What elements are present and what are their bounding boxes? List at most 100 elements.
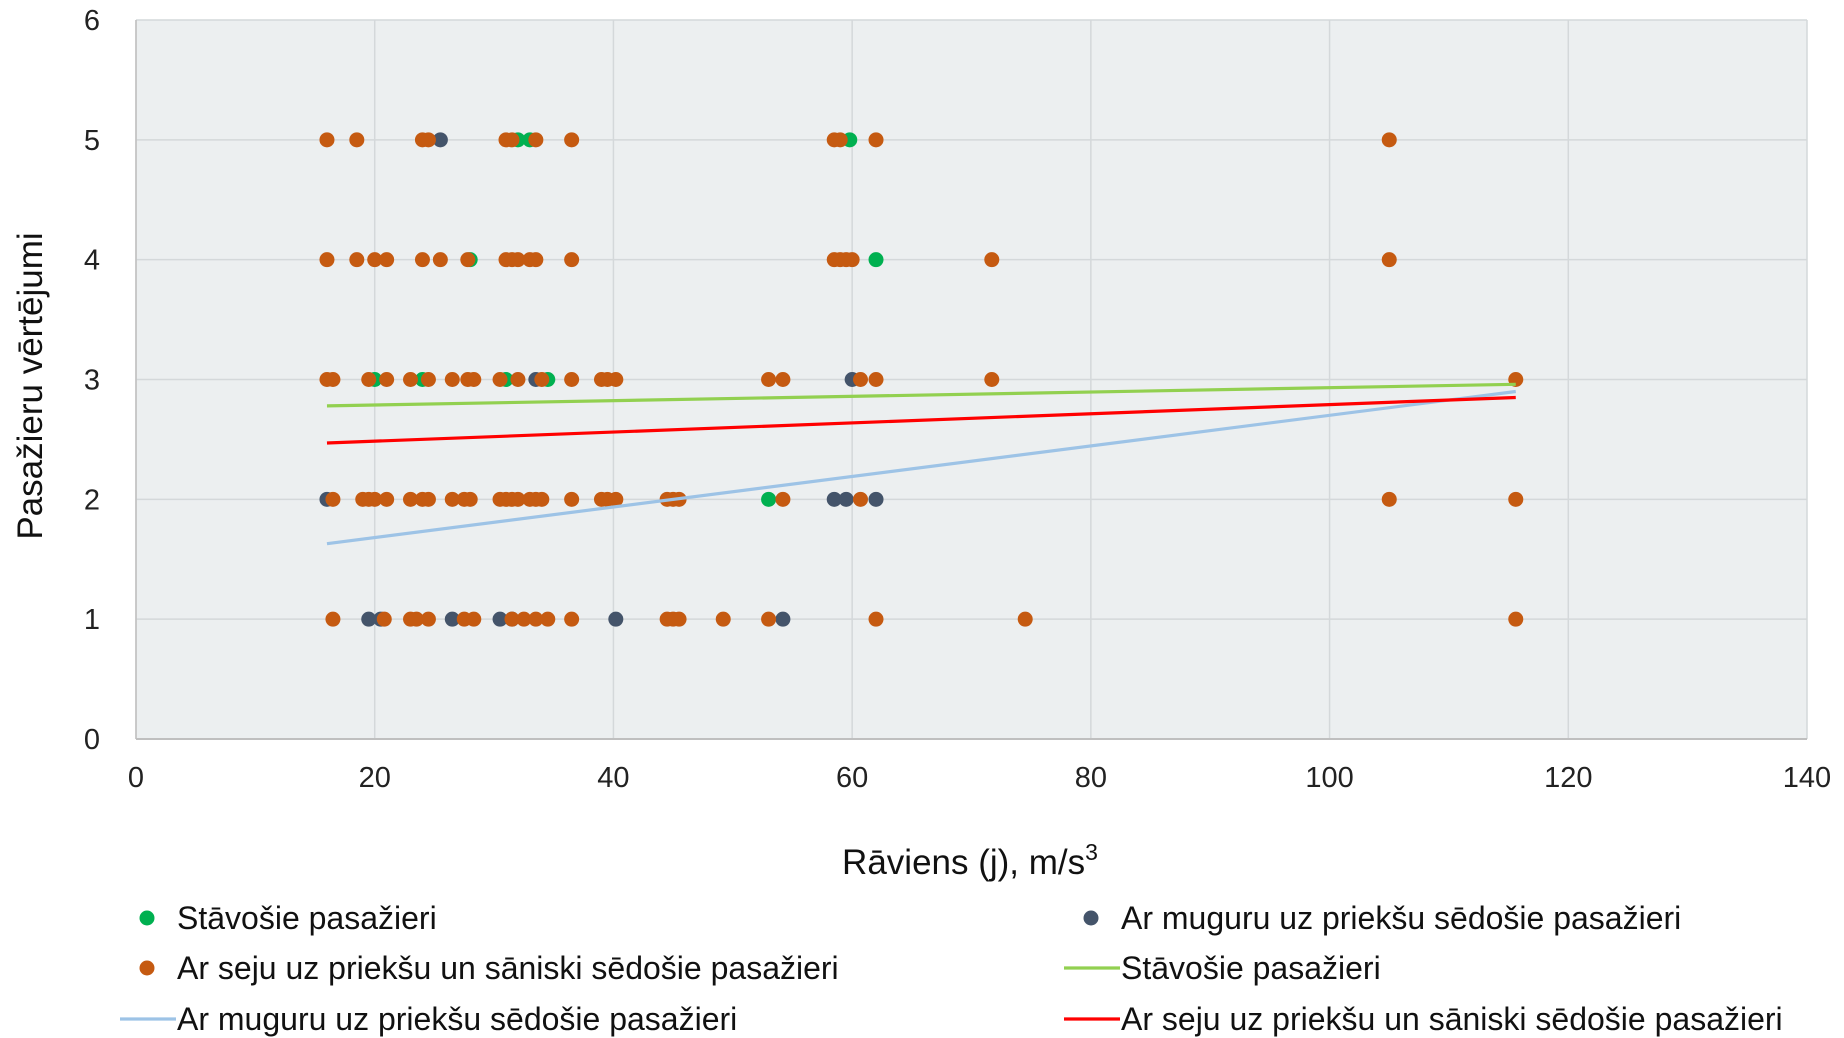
data-point xyxy=(504,132,520,148)
data-point xyxy=(540,611,556,627)
data-point xyxy=(564,372,580,387)
data-point xyxy=(462,491,478,507)
data-point xyxy=(325,372,341,387)
data-point xyxy=(432,252,448,268)
x-tick-label: 20 xyxy=(359,762,391,794)
data-point xyxy=(852,491,868,507)
data-point xyxy=(1381,252,1397,268)
data-point xyxy=(349,132,365,148)
y-tick-label: 0 xyxy=(84,724,100,756)
data-point xyxy=(868,491,884,507)
data-point xyxy=(984,252,1000,268)
data-point xyxy=(408,611,424,627)
y-tick-label: 1 xyxy=(84,604,100,636)
data-point xyxy=(715,611,731,627)
x-axis-title: Rāviens (j), m/s3 xyxy=(842,839,1098,882)
data-point xyxy=(761,372,777,387)
data-point xyxy=(984,372,1000,387)
legend-marker xyxy=(1083,910,1099,926)
data-point xyxy=(528,132,544,148)
data-point xyxy=(528,611,544,627)
y-tick-label: 5 xyxy=(84,125,100,157)
x-tick-label: 80 xyxy=(1075,762,1107,794)
y-tick-label: 2 xyxy=(84,484,100,516)
data-point xyxy=(420,372,436,387)
data-point xyxy=(444,491,460,507)
data-point xyxy=(528,252,544,268)
data-point xyxy=(564,252,580,268)
data-point xyxy=(349,252,365,268)
data-point xyxy=(832,132,848,148)
legend-label: Stāvošie pasažieri xyxy=(177,900,437,936)
legend-item: Stāvošie pasažieri xyxy=(1064,950,1381,986)
data-point xyxy=(376,611,392,627)
data-point xyxy=(319,132,335,148)
x-tick-label: 0 xyxy=(128,762,144,794)
data-point xyxy=(432,132,448,148)
data-point xyxy=(775,611,791,627)
data-point xyxy=(444,372,460,387)
y-axis-ticks: 0 1 2 3 4 5 6 xyxy=(84,5,100,756)
data-point xyxy=(379,491,395,507)
legend-marker xyxy=(139,960,155,976)
trendline xyxy=(326,395,1516,445)
data-point xyxy=(510,372,526,387)
data-point xyxy=(367,491,383,507)
data-point xyxy=(504,611,520,627)
data-point xyxy=(671,611,687,627)
data-point xyxy=(325,491,341,507)
data-point xyxy=(420,611,436,627)
legend: Stāvošie pasažieri Ar muguru uz priekšu s… xyxy=(120,900,1783,1037)
data-point xyxy=(1381,132,1397,148)
data-point xyxy=(564,132,580,148)
data-point xyxy=(325,611,341,627)
data-point xyxy=(420,491,436,507)
data-point xyxy=(403,491,419,507)
data-point xyxy=(534,491,550,507)
trendline xyxy=(326,389,1516,546)
x-tick-label: 60 xyxy=(836,762,868,794)
data-point xyxy=(1017,611,1033,627)
data-point xyxy=(379,372,395,387)
data-point xyxy=(1508,611,1524,627)
data-point xyxy=(608,491,624,507)
legend-item: Ar seju uz priekšu un sāniski sēdošie pa… xyxy=(1064,1001,1783,1037)
legend-item: Stāvošie pasažieri xyxy=(139,900,437,936)
data-point xyxy=(516,611,532,627)
data-point xyxy=(608,372,624,387)
data-point xyxy=(1381,491,1397,507)
data-point xyxy=(1508,491,1524,507)
data-point xyxy=(367,252,383,268)
data-point xyxy=(466,372,482,387)
x-axis-title-text: Rāviens (j), m/s xyxy=(842,843,1085,882)
x-axis-title-superscript: 3 xyxy=(1085,839,1098,865)
x-tick-label: 100 xyxy=(1305,762,1353,794)
data-point xyxy=(608,611,624,627)
legend-label: Ar seju uz priekšu un sāniski sēdošie pa… xyxy=(177,950,839,986)
data-point xyxy=(844,252,860,268)
data-point xyxy=(510,252,526,268)
y-tick-label: 6 xyxy=(84,5,100,37)
data-point xyxy=(420,132,436,148)
data-point xyxy=(403,372,419,387)
data-point xyxy=(444,611,460,627)
data-point xyxy=(775,372,791,387)
x-tick-label: 120 xyxy=(1544,762,1592,794)
data-point xyxy=(838,491,854,507)
trendline xyxy=(326,382,1516,408)
data-point xyxy=(534,372,550,387)
y-axis-title: Pasažieru vērtējumi xyxy=(11,232,50,539)
x-tick-label: 140 xyxy=(1783,762,1831,794)
data-point xyxy=(761,491,777,507)
y-tick-label: 4 xyxy=(84,245,100,277)
data-point xyxy=(414,252,430,268)
legend-marker xyxy=(139,910,155,926)
legend-label: Ar muguru uz priekšu sēdošie pasažieri xyxy=(177,1001,737,1037)
data-point xyxy=(826,491,842,507)
x-axis-ticks: 0 20 40 60 80 100 120 140 xyxy=(128,762,1831,794)
data-point xyxy=(868,372,884,387)
data-point xyxy=(775,491,791,507)
data-series xyxy=(319,132,1524,627)
y-tick-label: 3 xyxy=(84,365,100,397)
x-tick-label: 40 xyxy=(597,762,629,794)
